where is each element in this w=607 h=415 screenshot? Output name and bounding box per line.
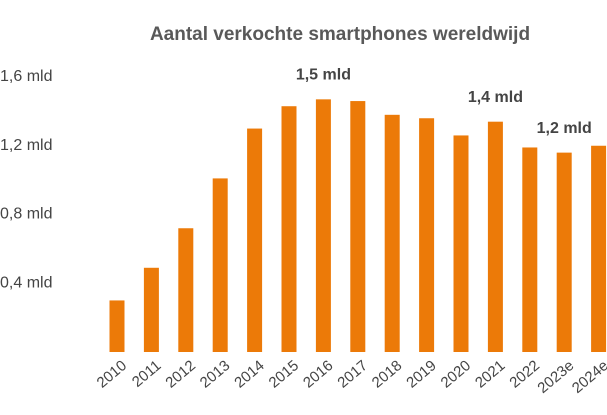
- x-tick-label: 2014: [231, 357, 267, 391]
- bar: [384, 114, 400, 352]
- bar: [522, 147, 538, 352]
- bar: [419, 118, 435, 352]
- x-tick-label: 2017: [334, 357, 370, 391]
- bar: [556, 152, 572, 352]
- bar: [143, 267, 159, 352]
- y-tick-label: 0,8 mld: [0, 206, 52, 223]
- x-tick-label: 2021: [472, 357, 508, 391]
- x-tick-label: 2024e: [569, 357, 607, 397]
- x-tick-label: 2012: [162, 357, 198, 391]
- chart-title: Aantal verkochte smartphones wereldwijd: [150, 24, 530, 45]
- bar: [591, 145, 607, 352]
- bar: [350, 101, 366, 352]
- annotation: 1,2 mld: [537, 120, 592, 137]
- x-tick-label: 2023e: [534, 357, 577, 397]
- x-tick-label: 2020: [438, 357, 474, 391]
- annotation: 1,5 mld: [296, 67, 351, 84]
- y-tick-label: 0,4 mld: [0, 274, 52, 291]
- x-tick-label: 2011: [129, 357, 165, 391]
- x-tick-label: 2010: [94, 357, 130, 391]
- bar: [109, 300, 125, 352]
- y-tick-label: 1,6 mld: [0, 68, 52, 85]
- x-tick-label: 2016: [300, 357, 336, 391]
- annotation: 1,4 mld: [468, 89, 523, 106]
- x-tick-label: 2015: [266, 357, 302, 391]
- bar: [315, 99, 331, 352]
- bar: [453, 135, 469, 352]
- x-tick-label: 2018: [369, 357, 405, 391]
- bar: [178, 228, 194, 352]
- x-tick-label: 2019: [403, 357, 439, 391]
- bar: [487, 121, 503, 352]
- bar: [247, 128, 263, 352]
- bar: [212, 178, 228, 352]
- x-tick-label: 2013: [197, 357, 233, 391]
- bar: [281, 106, 297, 352]
- y-tick-label: 1,2 mld: [0, 137, 52, 154]
